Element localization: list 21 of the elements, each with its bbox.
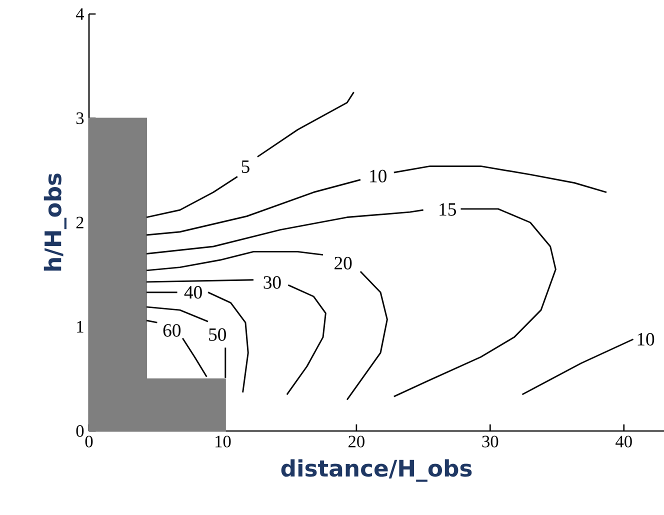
series-label: 20 — [334, 256, 352, 270]
series-label: 10 — [370, 170, 386, 182]
series-label: 60 — [163, 324, 181, 337]
x-tick-label: 0 — [85, 436, 93, 448]
series-label: 10 — [638, 332, 654, 346]
x-tick-label: 40 — [616, 436, 632, 448]
x-tick-label: 20 — [348, 436, 364, 448]
y-tick-label: 2 — [76, 216, 84, 228]
y-axis-title: h/H_obs — [44, 174, 66, 271]
series-label: 30 — [264, 276, 281, 289]
y-tick-label: 0 — [76, 425, 84, 437]
series-label: 5 — [242, 160, 250, 173]
y-tick-label: 3 — [76, 112, 84, 124]
series-label: 50 — [209, 328, 226, 341]
series-label: 15 — [440, 203, 456, 216]
x-tick-label: 10 — [216, 436, 231, 448]
series-label: 40 — [184, 286, 202, 299]
x-tick-label: 30 — [482, 436, 498, 448]
x-axis-title: distance/H_obs — [281, 459, 472, 482]
y-tick-label: 1 — [77, 321, 84, 332]
y-tick-label: 4 — [76, 8, 84, 20]
